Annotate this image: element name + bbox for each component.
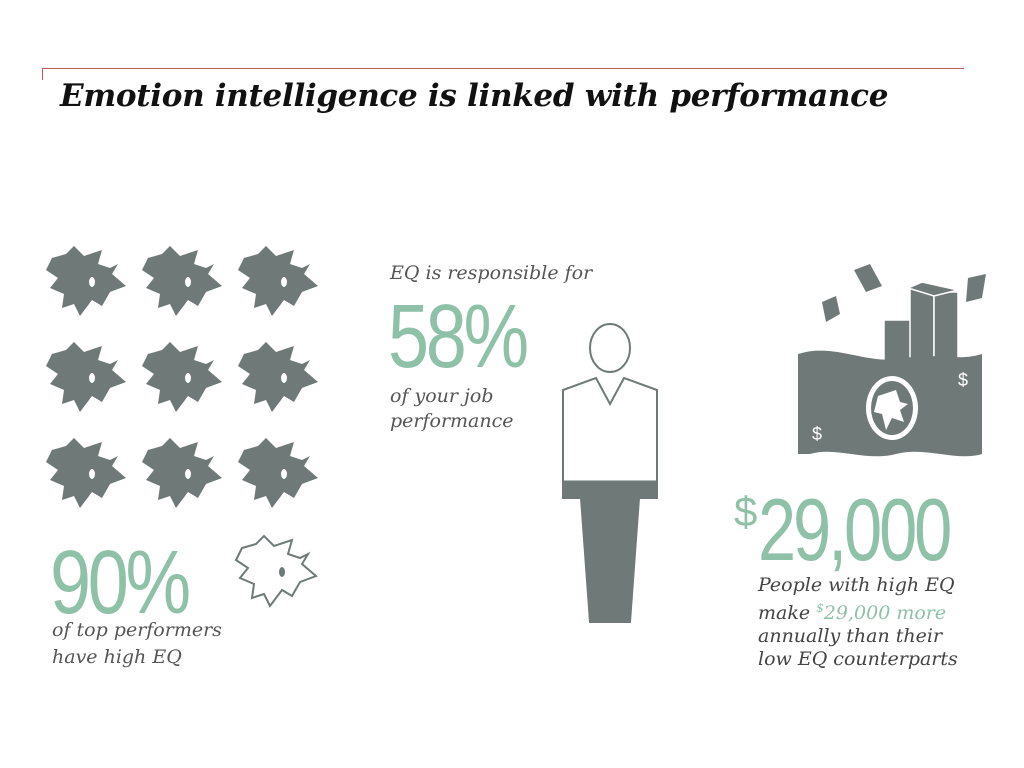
stat-29-value: 29,000 <box>758 480 952 579</box>
page-title: Emotion intelligence is linked with perf… <box>60 78 889 114</box>
stat-29-caption-line4: low EQ counterparts <box>758 648 958 670</box>
stat-29-caption-line3: annually than their <box>758 625 943 647</box>
stat-29-caption-make: make <box>758 602 811 624</box>
outline-face-icon <box>234 534 318 608</box>
face-icon <box>46 342 126 412</box>
face-icon <box>238 246 318 316</box>
stat-58-lead: EQ is responsible for <box>390 262 593 284</box>
stat-90-caption: of top performers have high EQ <box>52 617 222 671</box>
person-icon <box>562 323 658 623</box>
face-grid <box>46 246 318 508</box>
flying-bill-left <box>822 296 840 322</box>
stat-29-caption-sup: $ <box>816 601 824 615</box>
person-fill <box>563 480 657 622</box>
face-icon <box>238 342 318 412</box>
stat-90-caption-line1: of top performers <box>52 619 222 641</box>
stat-29-caption-line1: People with high EQ <box>758 574 955 596</box>
stat-29-caption-amount: 29,000 more <box>823 602 947 624</box>
face-icon <box>46 438 126 508</box>
stat-29-caption-line2: make $29,000 more <box>758 597 958 625</box>
face-icon <box>46 246 126 316</box>
face-icon <box>238 438 318 508</box>
stat-58-caption: of your job performance <box>390 384 514 434</box>
header-rule <box>42 68 964 69</box>
face-icon <box>142 438 222 508</box>
stat-29-currency: $ <box>734 488 758 535</box>
bill-dollar-left: $ <box>812 424 822 444</box>
money-icon: $ $ <box>798 264 986 457</box>
stat-29-caption: People with high EQ make $29,000 more an… <box>758 574 958 671</box>
flying-bill-right <box>966 274 986 302</box>
stat-58-caption-line1: of your job <box>390 385 494 407</box>
face-icon <box>142 342 222 412</box>
face-icon <box>142 246 222 316</box>
stat-58-caption-line2: performance <box>390 410 514 432</box>
stat-90-value: 90% <box>50 533 191 633</box>
stat-58-value: 58% <box>388 287 529 387</box>
flying-bill-top <box>854 264 882 292</box>
stat-90-caption-line2: have high EQ <box>52 646 182 668</box>
bill-dollar-right: $ <box>958 370 968 390</box>
header-rule-tick <box>42 68 43 80</box>
